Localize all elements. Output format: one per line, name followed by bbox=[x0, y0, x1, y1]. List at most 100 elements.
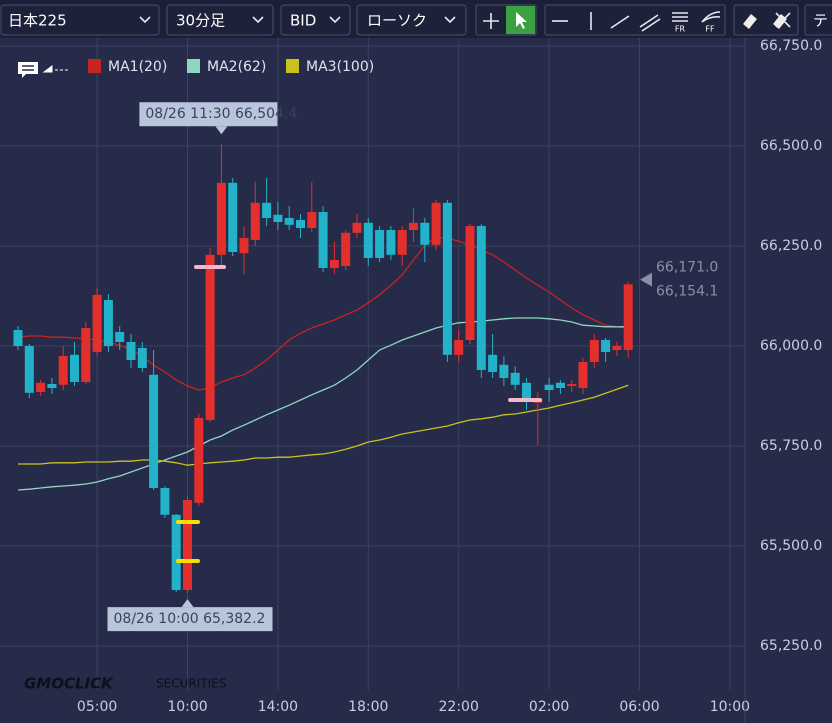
logo: GMOCLICK bbox=[24, 675, 114, 693]
candle-body bbox=[103, 300, 113, 346]
candle-body bbox=[194, 418, 204, 503]
candle-body bbox=[262, 202, 272, 218]
style-select[interactable]: ローソク bbox=[356, 4, 467, 36]
x-tick-label: 10:00 bbox=[710, 699, 750, 715]
fib-fan-tool[interactable] bbox=[701, 11, 721, 23]
candle-body bbox=[499, 364, 509, 378]
y-tick-label: 66,500.0 bbox=[760, 138, 822, 154]
erase-all-tool[interactable] bbox=[773, 14, 787, 29]
comment-lines bbox=[22, 65, 34, 71]
legend-swatch bbox=[286, 59, 299, 73]
legend-swatch bbox=[187, 59, 200, 73]
candle-body bbox=[363, 222, 373, 258]
annotation-box bbox=[139, 102, 278, 127]
candle-body bbox=[13, 330, 23, 346]
candle-body bbox=[375, 230, 385, 258]
plot-area: 65,250.0 65,500.0 65,750.0 66,000.0 66,250.0… bbox=[0, 38, 822, 715]
candle-body bbox=[522, 382, 531, 398]
legend: MA1(20) MA2(62) MA3(100) bbox=[18, 59, 374, 78]
candle-body bbox=[442, 202, 452, 355]
symbol-select[interactable]: 日本225 bbox=[0, 4, 160, 36]
legend-label: MA1(20) bbox=[108, 59, 167, 75]
crosshair-tool[interactable] bbox=[483, 13, 499, 29]
candle-body bbox=[250, 202, 260, 240]
select-box[interactable] bbox=[166, 4, 274, 36]
toolbar-cut-label[interactable]: テ bbox=[813, 12, 828, 30]
candle-body bbox=[465, 226, 475, 340]
candle-body bbox=[488, 354, 498, 372]
candle-body bbox=[171, 514, 181, 590]
select-box[interactable] bbox=[0, 4, 160, 36]
cursor-icon bbox=[516, 12, 527, 29]
ma-line bbox=[18, 384, 629, 466]
candle-body bbox=[36, 382, 46, 392]
ma-line bbox=[17, 317, 629, 491]
candle-body bbox=[589, 340, 599, 362]
candle-body bbox=[307, 212, 317, 228]
x-tick-label: 10:00 bbox=[167, 699, 207, 715]
candle-body bbox=[578, 362, 588, 388]
price-label: 66,154.1 bbox=[656, 283, 718, 299]
fib-retrace-tool[interactable] bbox=[672, 12, 688, 22]
candle-body bbox=[239, 238, 249, 254]
candle-body bbox=[567, 384, 577, 386]
candle-body bbox=[58, 356, 68, 385]
annotation-pointer bbox=[215, 126, 228, 135]
eraser-tool[interactable] bbox=[743, 14, 757, 29]
candle-body bbox=[149, 374, 159, 488]
x-tick-label: 18:00 bbox=[348, 699, 388, 715]
interval[interactable]: 30分足 bbox=[176, 12, 225, 30]
y-tick-label: 66,750.0 bbox=[760, 38, 822, 54]
candle-body bbox=[601, 340, 611, 352]
select-box[interactable] bbox=[280, 4, 351, 36]
candle-body bbox=[318, 212, 328, 268]
annotation-box bbox=[107, 607, 273, 632]
symbol[interactable]: 日本225 bbox=[8, 12, 67, 30]
annotation-text: 08/26 10:00 65,382.2 bbox=[114, 611, 266, 627]
tool-group bbox=[804, 4, 832, 36]
chart-style[interactable]: ローソク bbox=[367, 12, 427, 30]
tool-label: FF bbox=[705, 25, 715, 34]
tool-group bbox=[544, 4, 726, 36]
y-tick-label: 65,250.0 bbox=[760, 638, 822, 654]
chevron bbox=[444, 16, 456, 24]
chevron bbox=[252, 16, 264, 24]
side[interactable]: BID bbox=[290, 12, 316, 30]
side-select[interactable]: BID bbox=[280, 4, 351, 36]
legend-label: MA2(62) bbox=[207, 59, 266, 75]
x-tick-label: 06:00 bbox=[619, 699, 659, 715]
legend-swatch bbox=[88, 59, 101, 73]
chevron bbox=[139, 16, 151, 24]
candle-body bbox=[296, 220, 305, 228]
candle-body bbox=[329, 260, 339, 268]
candle-body bbox=[352, 222, 362, 233]
visibility-icon[interactable] bbox=[42, 65, 68, 73]
candle-body bbox=[284, 218, 294, 225]
x-tick-label: 14:00 bbox=[258, 699, 298, 715]
annotation-text: 08/26 11:30 66,504.4 bbox=[145, 106, 297, 122]
select-box[interactable] bbox=[356, 4, 467, 36]
tool-group bbox=[733, 4, 799, 36]
candle-body bbox=[92, 294, 102, 352]
channel-tool[interactable] bbox=[639, 14, 661, 32]
tool-label: FR bbox=[675, 25, 686, 34]
legend-label: MA3(100) bbox=[306, 59, 374, 75]
candle-body bbox=[81, 328, 91, 382]
x-tick-label: 22:00 bbox=[439, 699, 479, 715]
candle-body bbox=[623, 284, 633, 350]
candle-body bbox=[228, 182, 238, 252]
trendline-tool[interactable] bbox=[610, 15, 630, 29]
candle-body bbox=[341, 232, 351, 266]
candle-body bbox=[216, 182, 226, 255]
candle-body bbox=[183, 500, 192, 590]
candle-body bbox=[397, 230, 407, 255]
interval-select[interactable]: 30分足 bbox=[166, 4, 274, 36]
candle-body bbox=[420, 222, 430, 245]
candle-body bbox=[431, 202, 441, 245]
candle-body bbox=[555, 382, 565, 388]
candle-body bbox=[160, 488, 170, 515]
candle-body bbox=[70, 354, 79, 382]
price-marker bbox=[640, 272, 652, 287]
price-label: 66,171.0 bbox=[656, 260, 718, 276]
